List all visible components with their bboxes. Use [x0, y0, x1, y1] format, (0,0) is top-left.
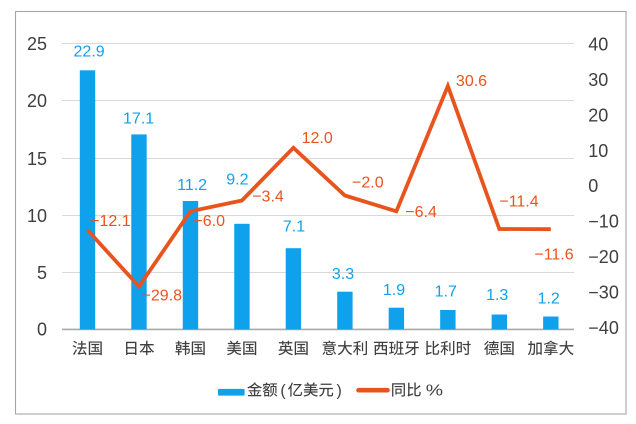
svg-text:0: 0: [37, 320, 47, 340]
svg-text:10: 10: [588, 141, 608, 161]
svg-text:−6.4: −6.4: [405, 204, 437, 221]
svg-text:11.2: 11.2: [177, 177, 207, 194]
svg-text:25: 25: [27, 34, 47, 54]
svg-text:0: 0: [588, 176, 598, 196]
svg-text:−11.6: −11.6: [534, 247, 573, 264]
svg-text:30.6: 30.6: [456, 73, 487, 90]
svg-text:1.7: 1.7: [435, 284, 457, 301]
svg-text:): ): [337, 382, 342, 399]
svg-text:20: 20: [27, 91, 47, 111]
svg-text:12.0: 12.0: [302, 130, 333, 147]
svg-text:−20: −20: [588, 247, 619, 267]
svg-text:1.9: 1.9: [383, 282, 405, 299]
svg-text:5: 5: [37, 263, 47, 283]
svg-text:17.1: 17.1: [123, 110, 154, 127]
svg-text:30: 30: [588, 70, 608, 90]
svg-text:40: 40: [588, 35, 608, 55]
svg-text:(: (: [280, 382, 286, 399]
svg-text:−40: −40: [588, 318, 619, 338]
svg-text:−6.0: −6.0: [193, 213, 225, 230]
svg-text:%: %: [426, 382, 443, 399]
svg-text:−3.4: −3.4: [252, 189, 284, 206]
svg-text:−11.4: −11.4: [499, 193, 538, 210]
svg-text:−10: −10: [588, 212, 619, 232]
svg-text:−30: −30: [588, 282, 619, 302]
svg-text:3.3: 3.3: [332, 266, 354, 283]
svg-text:−12.1: −12.1: [90, 213, 131, 230]
svg-text:1.2: 1.2: [538, 291, 560, 308]
svg-text:−2.0: −2.0: [352, 175, 384, 192]
svg-text:1.3: 1.3: [486, 287, 508, 304]
svg-text:7.1: 7.1: [283, 219, 305, 236]
svg-text:9.2: 9.2: [226, 172, 248, 189]
svg-text:15: 15: [27, 149, 47, 169]
svg-text:22.9: 22.9: [74, 43, 105, 60]
svg-text:10: 10: [27, 206, 47, 226]
svg-text:20: 20: [588, 105, 608, 125]
svg-text:−29.8: −29.8: [142, 288, 183, 305]
